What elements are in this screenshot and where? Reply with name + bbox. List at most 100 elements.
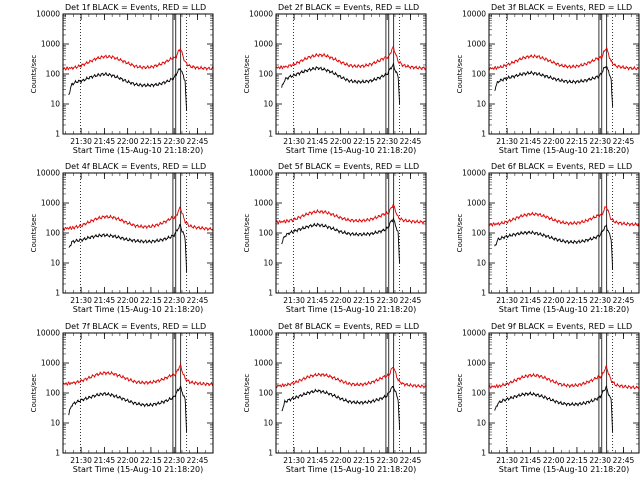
y-tick-label: 10	[476, 259, 486, 268]
y-axis-label: Counts/sec	[30, 374, 38, 413]
y-tick-label: 10000	[249, 10, 273, 19]
x-tick-label: 21:30	[70, 137, 92, 146]
series-line-lld	[489, 205, 640, 227]
series-line-events	[68, 385, 188, 433]
y-axis-label: Counts/sec	[456, 214, 464, 253]
y-tick-label: 10000	[249, 169, 273, 178]
plot-frame	[488, 332, 640, 454]
x-tick-label: 22:45	[187, 456, 209, 465]
y-tick-label: 10	[476, 419, 486, 428]
y-tick-label: 10	[263, 100, 273, 109]
y-tick-label: 10	[50, 419, 60, 428]
y-tick-label: 1000	[41, 359, 60, 368]
x-axis-label: Start Time (15-Aug-10 21:18:20)	[73, 305, 204, 314]
panel-title: Det 1f BLACK = Events, RED = LLD	[65, 3, 206, 12]
x-tick-label: 22:00	[117, 296, 139, 305]
x-tick-label: 21:45	[94, 296, 116, 305]
x-tick-label: 21:45	[307, 296, 329, 305]
y-tick-label: 1	[55, 289, 60, 298]
series-line-events	[494, 66, 614, 107]
y-tick-label: 10	[263, 419, 273, 428]
y-tick-label: 1	[268, 130, 273, 139]
y-tick-label: 10000	[462, 10, 486, 19]
y-axis-label: Counts/sec	[243, 55, 251, 94]
plot-frame	[488, 13, 640, 135]
x-tick-label: 22:45	[400, 296, 422, 305]
x-tick-label: 22:45	[187, 137, 209, 146]
x-tick-label: 21:30	[283, 296, 305, 305]
x-tick-label: 21:30	[70, 296, 92, 305]
x-axis-label: Start Time (15-Aug-10 21:18:20)	[73, 465, 204, 474]
x-tick-label: 22:15	[353, 137, 375, 146]
series-line-lld	[62, 47, 214, 72]
plot-frame	[62, 332, 214, 454]
y-tick-label: 100	[259, 70, 274, 79]
series-line-events	[68, 223, 188, 273]
series-line-events	[281, 63, 401, 105]
x-tick-label: 22:15	[140, 456, 162, 465]
y-tick-label: 100	[46, 229, 61, 238]
panel-title: Det 7f BLACK = Events, RED = LLD	[65, 322, 206, 331]
y-tick-label: 10	[50, 100, 60, 109]
y-tick-label: 100	[472, 389, 487, 398]
x-tick-label: 22:30	[589, 456, 611, 465]
x-tick-label: 22:30	[376, 456, 398, 465]
x-tick-label: 21:30	[70, 456, 92, 465]
x-tick-label: 22:45	[187, 296, 209, 305]
y-tick-label: 1	[55, 449, 60, 458]
series-line-events	[281, 385, 401, 430]
x-tick-label: 21:30	[496, 296, 518, 305]
series-line-lld	[488, 365, 640, 390]
series-line-lld	[276, 44, 427, 71]
y-tick-label: 10000	[462, 329, 486, 338]
x-tick-label: 22:45	[613, 137, 635, 146]
x-tick-label: 22:15	[140, 296, 162, 305]
x-axis-label: Start Time (15-Aug-10 21:18:20)	[499, 146, 630, 155]
y-axis-label: Counts/sec	[243, 374, 251, 413]
detector-panel-3: Det 3f BLACK = Events, RED = LLD 1 10 100 10…	[456, 3, 640, 155]
x-tick-label: 21:45	[94, 456, 116, 465]
panel-title: Det 4f BLACK = Events, RED = LLD	[65, 162, 206, 171]
x-tick-label: 22:30	[376, 296, 398, 305]
x-tick-label: 22:00	[117, 137, 139, 146]
detector-panel-4: Det 4f BLACK = Events, RED = LLD 1 10 100 10…	[30, 162, 214, 314]
y-tick-label: 1	[481, 130, 486, 139]
x-tick-label: 22:30	[163, 296, 185, 305]
y-tick-label: 10	[50, 259, 60, 268]
y-tick-label: 10000	[249, 329, 273, 338]
y-tick-label: 1000	[254, 40, 273, 49]
x-tick-label: 21:45	[520, 456, 542, 465]
x-tick-label: 21:45	[307, 456, 329, 465]
detector-panel-1: Det 1f BLACK = Events, RED = LLD 1 10 100 10…	[30, 3, 214, 155]
panel-title: Det 2f BLACK = Events, RED = LLD	[278, 3, 419, 12]
y-tick-label: 1	[268, 449, 273, 458]
x-tick-label: 22:00	[543, 137, 565, 146]
y-tick-label: 100	[472, 70, 487, 79]
series-line-lld	[488, 47, 640, 71]
detector-panel-7: Det 7f BLACK = Events, RED = LLD 1 10 100 10…	[30, 322, 214, 474]
x-tick-label: 22:45	[400, 137, 422, 146]
y-tick-label: 1	[55, 130, 60, 139]
y-tick-label: 10000	[36, 329, 60, 338]
y-tick-label: 100	[472, 229, 487, 238]
y-tick-label: 1000	[254, 359, 273, 368]
x-tick-label: 22:30	[163, 456, 185, 465]
x-tick-label: 22:30	[376, 137, 398, 146]
x-tick-label: 21:30	[496, 137, 518, 146]
x-axis-label: Start Time (15-Aug-10 21:18:20)	[73, 146, 204, 155]
panel-title: Det 3f BLACK = Events, RED = LLD	[491, 3, 632, 12]
panel-title: Det 8f BLACK = Events, RED = LLD	[278, 322, 419, 331]
x-tick-label: 22:00	[330, 296, 352, 305]
y-tick-label: 1	[481, 449, 486, 458]
x-axis-label: Start Time (15-Aug-10 21:18:20)	[286, 305, 417, 314]
x-tick-label: 22:45	[400, 456, 422, 465]
y-axis-label: Counts/sec	[456, 374, 464, 413]
x-tick-label: 21:45	[307, 137, 329, 146]
x-tick-label: 22:00	[330, 456, 352, 465]
x-tick-label: 22:15	[353, 456, 375, 465]
y-tick-label: 10000	[462, 169, 486, 178]
y-axis-label: Counts/sec	[243, 214, 251, 253]
x-tick-label: 21:30	[496, 456, 518, 465]
y-tick-label: 10	[263, 259, 273, 268]
